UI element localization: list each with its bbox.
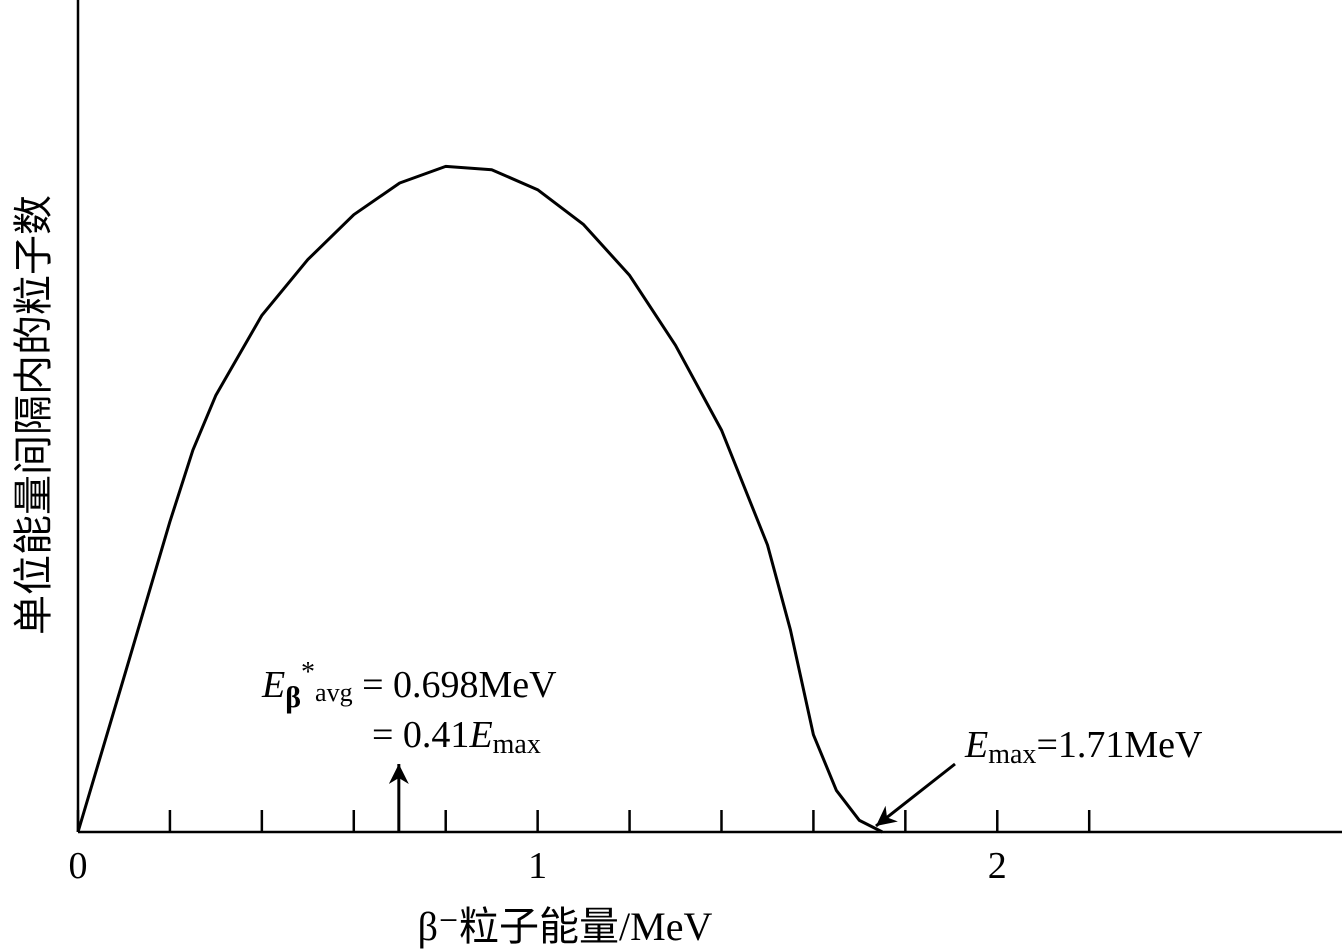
max-label: Emax=1.71MeV (964, 724, 1203, 770)
avg2-prefix: = 0.41 (372, 714, 469, 756)
avg-sup: * (301, 657, 315, 688)
avg-label: Eβ*avg = 0.698MeV (261, 657, 557, 714)
y-axis-label: 单位能量间隔内的粒子数 (11, 195, 56, 635)
max-rest: =1.71MeV (1036, 724, 1203, 766)
x-tick-label: 2 (988, 845, 1007, 887)
avg2-symbol: E (468, 714, 492, 756)
max-sub: max (988, 739, 1036, 770)
max-arrow (875, 762, 956, 828)
avg-rest: = 0.698MeV (353, 664, 558, 706)
avg-sub: β (285, 681, 301, 714)
max-symbol: E (964, 724, 988, 766)
x-tick-label: 1 (528, 845, 547, 887)
avg-sub2: avg (315, 678, 353, 707)
x-axis-label: β⁻粒子能量/MeV (418, 904, 713, 949)
avg-symbol: E (261, 664, 285, 706)
avg2-sub: max (493, 729, 541, 760)
spectrum-line (76, 164, 884, 834)
avg-label-2: = 0.41Emax (372, 714, 541, 760)
x-tick-label: 0 (69, 845, 88, 887)
